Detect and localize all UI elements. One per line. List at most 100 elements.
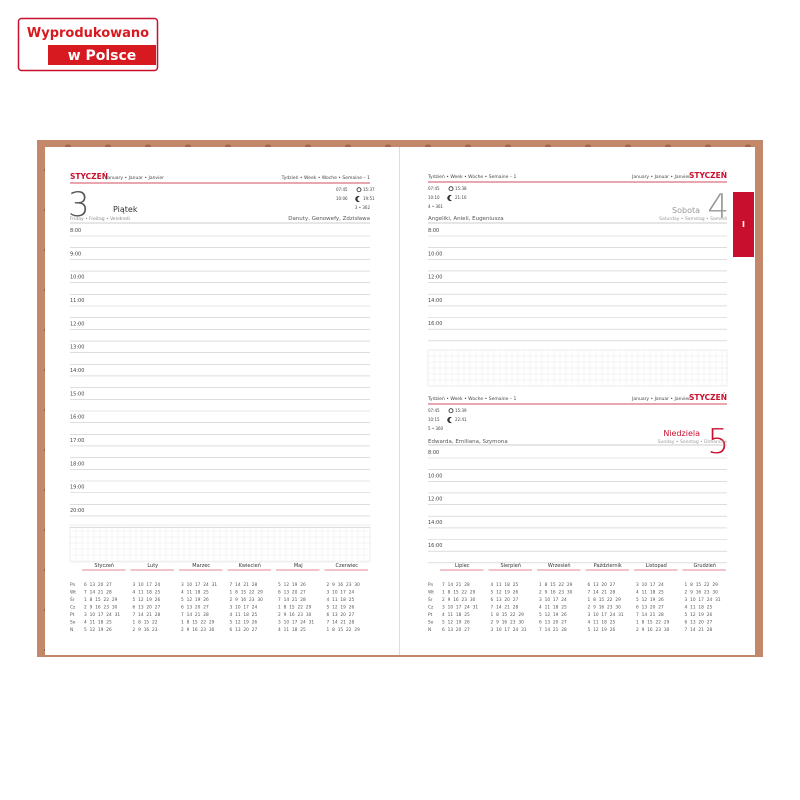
calendar-row: 7 14 21 28: [278, 597, 306, 603]
weekday-label: N: [428, 627, 431, 633]
calendar-row: 4 11 18 25: [327, 597, 355, 603]
tab-label: I: [742, 220, 745, 229]
calendar-month: Styczeń: [94, 562, 114, 569]
badge-line2: w Polsce: [68, 48, 137, 64]
calendar-month: Wrzesień: [548, 562, 571, 569]
calendar-row: 2 9 16 23 30: [327, 582, 361, 588]
calendar-row: 4 11 18 25: [491, 582, 519, 588]
calendar-row: 7 14 21 28: [84, 590, 112, 596]
calendar-row: 3 10 17 24 31: [588, 612, 624, 618]
calendar-row: 5 12 19 26: [539, 612, 567, 618]
calendar-row: 1 8 15 22 29: [230, 590, 264, 596]
name-days: Danuty, Genowefy, Zdzisława: [288, 216, 370, 222]
calendar-row: 1 8 15 22 29: [442, 590, 476, 596]
calendar-month: Maj: [294, 563, 303, 569]
calendar-row: 6 13 20 27: [539, 620, 567, 626]
calendar-row: 1 8 15 22 29: [539, 582, 573, 588]
calendar-row: 2 9 16 23 30: [539, 590, 573, 596]
calendar-row: 4 11 18 25: [442, 612, 470, 618]
calendar-row: 7 14 21 28: [636, 612, 664, 618]
day-number: 3: [68, 185, 90, 225]
calendar-row: 4 11 18 25: [636, 590, 664, 596]
moonset: 22:41: [455, 417, 467, 422]
calendar-row: 2 9 16 23 30: [685, 590, 719, 596]
calendar-row: 7 14 21 28: [133, 612, 161, 618]
weekday-label: Pt: [428, 612, 433, 618]
weekday-label: So: [428, 620, 434, 626]
moonset: 19:51: [363, 196, 375, 201]
sunset: 15:38: [455, 186, 467, 191]
moonrise: 10:10: [428, 195, 440, 200]
day-count: 4 • 361: [428, 204, 444, 209]
month-translations: January • Januar • Janvier: [631, 396, 690, 402]
moon-icon: [447, 417, 452, 423]
calendar-row: 3 10 17 24 31: [491, 627, 527, 633]
hour: 17:00: [70, 438, 84, 444]
calendar-row: 4 11 18 25: [588, 620, 616, 626]
calendar-row: 6 13 20 27: [230, 627, 258, 633]
tab: [733, 192, 754, 257]
calendar-row: 6 13 20 27: [278, 590, 306, 596]
calendar-row: 5 12 19 26: [278, 582, 306, 588]
calendar-row: 3 10 17 24 31: [181, 582, 217, 588]
calendar-row: 5 12 19 26: [442, 620, 470, 626]
calendar-month: Luty: [147, 563, 158, 569]
hour: 12:00: [70, 321, 84, 327]
week: Tydzień • Week • Woche • Semaine – 1: [281, 174, 370, 181]
calendar-row: 3 10 17 24: [230, 605, 258, 611]
calendar-month: Lipiec: [455, 563, 470, 569]
day-translations: Sunday • Sonntag • Dimanche: [658, 439, 728, 445]
calendar-row: 3 10 17 24: [133, 582, 161, 588]
calendar-row: 5 12 19 26: [327, 605, 355, 611]
calendar-row: 5 12 19 26: [84, 627, 112, 633]
calendar-row: 4 11 18 25: [133, 590, 161, 596]
hour: 8:00: [70, 228, 81, 234]
calendar-row: 2 9 16 23 30: [588, 605, 622, 611]
hour: 18:00: [70, 461, 84, 467]
sunrise: 07:45: [428, 408, 440, 413]
day-number: 5: [707, 422, 729, 462]
calendar-row: 6 13 20 27: [133, 605, 161, 611]
calendar-row: 7 14 21 28: [442, 582, 470, 588]
weekday-label: Pn: [428, 582, 434, 588]
weekday-label: Śr: [428, 596, 433, 603]
hour: 11:00: [70, 298, 84, 304]
calendar-row: 7 14 21 28: [181, 612, 209, 618]
day-translations: Friday • Freitag • Vendredi: [70, 216, 130, 222]
hour: 8:00: [428, 228, 439, 234]
hour: 13:00: [70, 345, 84, 351]
sun-icon: [448, 408, 454, 414]
hour: 14:00: [428, 298, 442, 304]
right-page: [400, 147, 755, 655]
calendar-row: 7 14 21 28: [539, 627, 567, 633]
calendar-row: 3 10 17 24 31: [84, 612, 120, 618]
calendar-row: 7 14 21 28: [685, 627, 713, 633]
calendar-row: 6 13 20 27: [588, 582, 616, 588]
name-days: Angeliki, Anieli, Eugeniusza: [428, 216, 504, 222]
weekday-label: Wt: [428, 590, 434, 596]
calendar-row: 4 11 18 25: [539, 605, 567, 611]
moon-icon: [355, 196, 360, 203]
hour: 19:00: [70, 485, 84, 491]
calendar-row: 2 9 16 23 30: [230, 597, 264, 603]
sun-icon: [356, 187, 362, 193]
sun-icon: [448, 186, 454, 192]
month: STYCZEŃ: [70, 172, 108, 181]
calendar-row: 5 12 19 26: [636, 597, 664, 603]
weekday-label: Cz: [428, 605, 434, 611]
hour: 16:00: [70, 415, 84, 421]
month-translations: January • Januar • Janvier: [105, 175, 164, 181]
hour: 16:00: [428, 321, 442, 327]
weekday-label: Wt: [70, 590, 76, 596]
calendar-row: 2 9 16 23: [133, 627, 158, 633]
day-translations: Saturday • Samstag • Samedi: [659, 216, 727, 222]
calendar-row: 2 9 16 23 30: [278, 612, 312, 618]
calendar-row: 1 8 15 22 29: [588, 597, 622, 603]
sunset: 15:39: [455, 408, 467, 413]
calendar-row: 6 13 20 27: [685, 620, 713, 626]
calendar-row: 7 14 21 28: [327, 620, 355, 626]
calendar-row: 6 13 20 27: [84, 582, 112, 588]
calendar-row: 7 14 21 28: [230, 582, 258, 588]
calendar-month: Październik: [594, 562, 622, 569]
